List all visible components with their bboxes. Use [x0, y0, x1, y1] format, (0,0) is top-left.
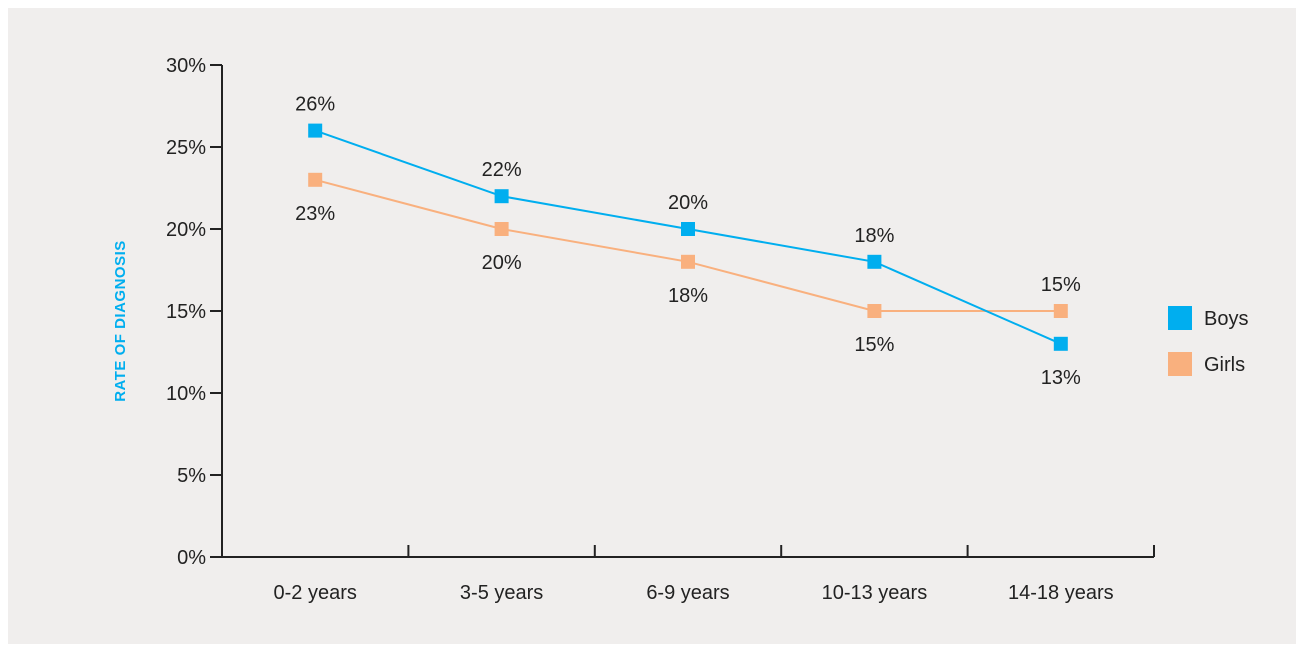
x-tick-label: 6-9 years [646, 582, 729, 604]
y-tick-label: 0% [177, 547, 206, 569]
data-label-girls: 20% [482, 252, 522, 274]
data-point-girls [308, 172, 323, 187]
data-label-boys: 13% [1041, 367, 1081, 389]
x-ticks: 0-2 years 3-5 years 6-9 years 10-13 years 14… [274, 545, 1155, 604]
data-point-girls [681, 254, 695, 269]
legend: Boys Girls [1168, 306, 1248, 376]
y-axis-title: RATE OF DIAGNOSIS [112, 240, 129, 402]
x-tick-label: 10-13 years [822, 582, 928, 604]
chart-panel: 0% 5% 10% 15% 20% 25% 30% 0-2 years 3-5 years 6-… [8, 8, 1296, 644]
data-label-boys: 22% [482, 159, 522, 181]
y-tick-label: 25% [166, 137, 206, 159]
y-tick-label: 30% [166, 55, 206, 77]
data-label-girls: 18% [668, 285, 708, 307]
y-tick-label: 5% [177, 465, 206, 487]
y-tick-label: 10% [166, 383, 206, 405]
y-tick-label: 15% [166, 301, 206, 323]
legend-label-boys: Boys [1204, 308, 1248, 330]
line-chart: 0% 5% 10% 15% 20% 25% 30% 0-2 years 3-5 years 6-… [112, 55, 1248, 604]
data-point-girls [867, 304, 882, 318]
data-point-boys [308, 123, 323, 138]
data-label-girls: 15% [1041, 274, 1081, 296]
data-point-boys [867, 254, 882, 269]
y-tick-label: 20% [166, 219, 206, 241]
legend-label-girls: Girls [1204, 354, 1245, 376]
data-point-boys [681, 222, 695, 236]
data-point-boys [1053, 336, 1068, 351]
y-ticks: 0% 5% 10% 15% 20% 25% 30% [166, 55, 222, 569]
series-layer: 23% 20% 18% 15% 15% 26% 22% 20% 18% 13% [295, 94, 1081, 389]
x-tick-label: 14-18 years [1008, 582, 1114, 604]
data-label-boys: 18% [854, 225, 894, 247]
data-label-girls: 23% [295, 203, 335, 225]
data-label-boys: 20% [668, 192, 708, 214]
data-point-boys [494, 189, 509, 204]
data-point-girls [1053, 304, 1068, 318]
x-tick-label: 0-2 years [274, 582, 357, 604]
x-tick-label: 3-5 years [460, 582, 543, 604]
legend-swatch-boys [1168, 306, 1192, 330]
data-point-girls [494, 222, 509, 236]
data-label-girls: 15% [854, 334, 894, 356]
data-label-boys: 26% [295, 94, 335, 116]
legend-swatch-girls [1168, 352, 1192, 376]
